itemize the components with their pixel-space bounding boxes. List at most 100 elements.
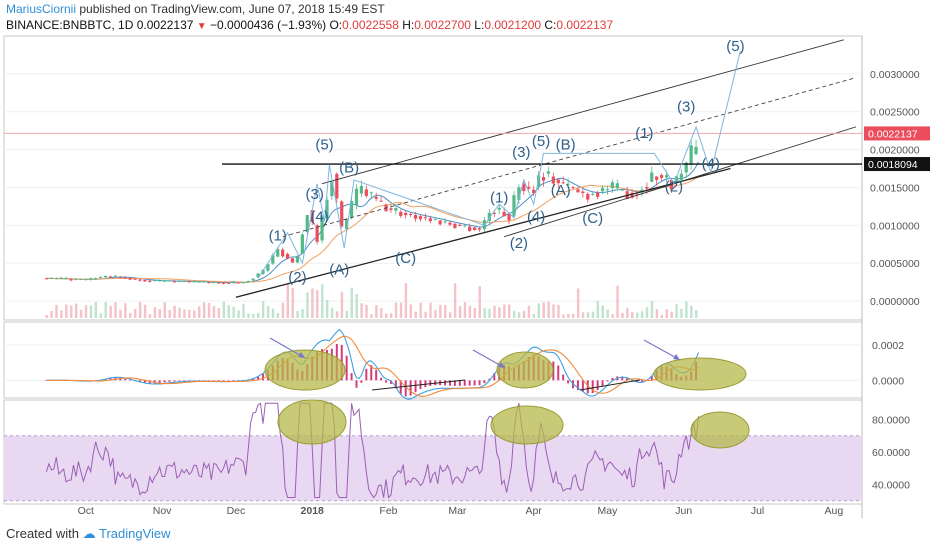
price-tick-label: 0.0015000: [870, 182, 920, 194]
price-pane[interactable]: (1)(2)(3)(4)(5)(A)(B)(C)(1)(2)(3)(4)(5)(…: [4, 38, 862, 318]
low-label: L:: [474, 18, 485, 32]
candle-body: [620, 189, 624, 191]
macd-hist-bar: [458, 380, 461, 386]
macd-line: [46, 328, 700, 400]
candle-body: [645, 187, 649, 189]
wave-label: (4): [527, 209, 545, 226]
volume-bar: [306, 292, 309, 318]
tradingview-brand[interactable]: TradingView: [99, 526, 171, 541]
volume-bar: [650, 301, 654, 318]
time-tick-label: 2018: [301, 505, 325, 517]
macd-hist-bar: [104, 379, 107, 381]
candle-body: [679, 173, 683, 180]
candle-body: [428, 218, 432, 222]
moving-average-slow: [46, 175, 699, 283]
candle-body: [409, 213, 413, 215]
volume-bar: [458, 306, 462, 318]
candle-body: [477, 228, 482, 230]
macd-trend-line: [371, 379, 466, 391]
volume-bar: [562, 314, 565, 318]
macd-hist-bar: [626, 377, 629, 381]
wave-label: (5): [532, 133, 550, 150]
volume-bar: [399, 302, 403, 318]
candle-body: [266, 264, 270, 271]
volume-bar: [586, 312, 590, 318]
price-marker-label: 0.0022137: [868, 128, 918, 140]
candle-body: [492, 212, 496, 214]
macd-hist-bar: [567, 380, 570, 384]
volume-bar: [404, 283, 408, 318]
candle-body: [630, 192, 634, 198]
volume-bar: [188, 309, 191, 318]
volume-bar: [670, 311, 673, 318]
candle-body: [684, 162, 688, 173]
rsi-pane[interactable]: [4, 399, 862, 502]
volume-bar: [178, 307, 181, 318]
macd-hist-bar: [380, 377, 383, 381]
volume-bar: [65, 304, 68, 318]
candle-body: [650, 172, 654, 182]
candle-body: [512, 195, 516, 217]
time-tick-label: Nov: [153, 505, 172, 517]
volume-bar: [291, 287, 294, 318]
candle-body: [212, 282, 216, 284]
candle-body: [64, 277, 68, 279]
candle-body: [551, 176, 555, 184]
candle-body: [222, 282, 226, 284]
candle-body: [664, 175, 669, 178]
macd-hist-bar: [611, 377, 614, 381]
candle-body: [359, 185, 364, 194]
trend-line: [282, 77, 857, 238]
volume-bar: [606, 309, 609, 318]
macd-tick-label: 0.0000: [872, 375, 904, 387]
volume-bar: [301, 309, 304, 318]
volume-bar: [488, 308, 491, 318]
open-label: O:: [329, 18, 343, 32]
candle-body: [197, 281, 201, 283]
volume-bar: [567, 313, 570, 318]
macd-pane[interactable]: [4, 328, 862, 400]
volume-bar: [261, 301, 265, 318]
volume-bar: [626, 307, 629, 318]
rsi-tick-label: 80.0000: [872, 415, 910, 427]
volume-bar: [74, 303, 78, 318]
candle-body: [655, 176, 659, 180]
macd-hist-bar: [636, 380, 639, 383]
author-link[interactable]: MariusCiornii: [6, 2, 77, 16]
volume-bar: [380, 308, 383, 318]
candle-body: [438, 220, 442, 225]
volume-bar: [532, 313, 536, 318]
candle-body: [98, 277, 103, 279]
macd-hist-bar: [576, 380, 579, 391]
volume-bar: [453, 283, 457, 318]
macd-hist-bar: [350, 373, 353, 381]
volume-bar: [517, 312, 521, 318]
wave-label: (A): [329, 262, 349, 279]
volume-bar: [557, 304, 560, 318]
volume-bar: [163, 302, 166, 318]
volume-bar: [463, 302, 467, 318]
wave-label: (3): [305, 186, 323, 203]
candle-body: [600, 187, 605, 192]
wave-label: (4): [702, 156, 720, 173]
time-tick-label: Oct: [78, 505, 94, 517]
macd-hist-bar: [409, 380, 412, 396]
volume-bar: [350, 287, 353, 318]
macd-hist-bar: [488, 378, 491, 381]
volume-bar: [424, 311, 427, 318]
candle-body: [566, 183, 570, 185]
macd-hist-bar: [389, 380, 392, 384]
candle-body: [689, 145, 693, 165]
candle-body: [418, 216, 423, 220]
candle-body: [158, 280, 162, 282]
volume-bar: [365, 304, 368, 318]
candle-body: [315, 225, 319, 242]
macd-hist-bar: [596, 380, 599, 391]
rsi-line: [45, 402, 699, 499]
macd-hist-bar: [257, 376, 260, 381]
volume-bar: [611, 314, 614, 318]
candle-body: [320, 215, 324, 241]
candles: [44, 140, 698, 285]
candle-body: [458, 224, 462, 226]
